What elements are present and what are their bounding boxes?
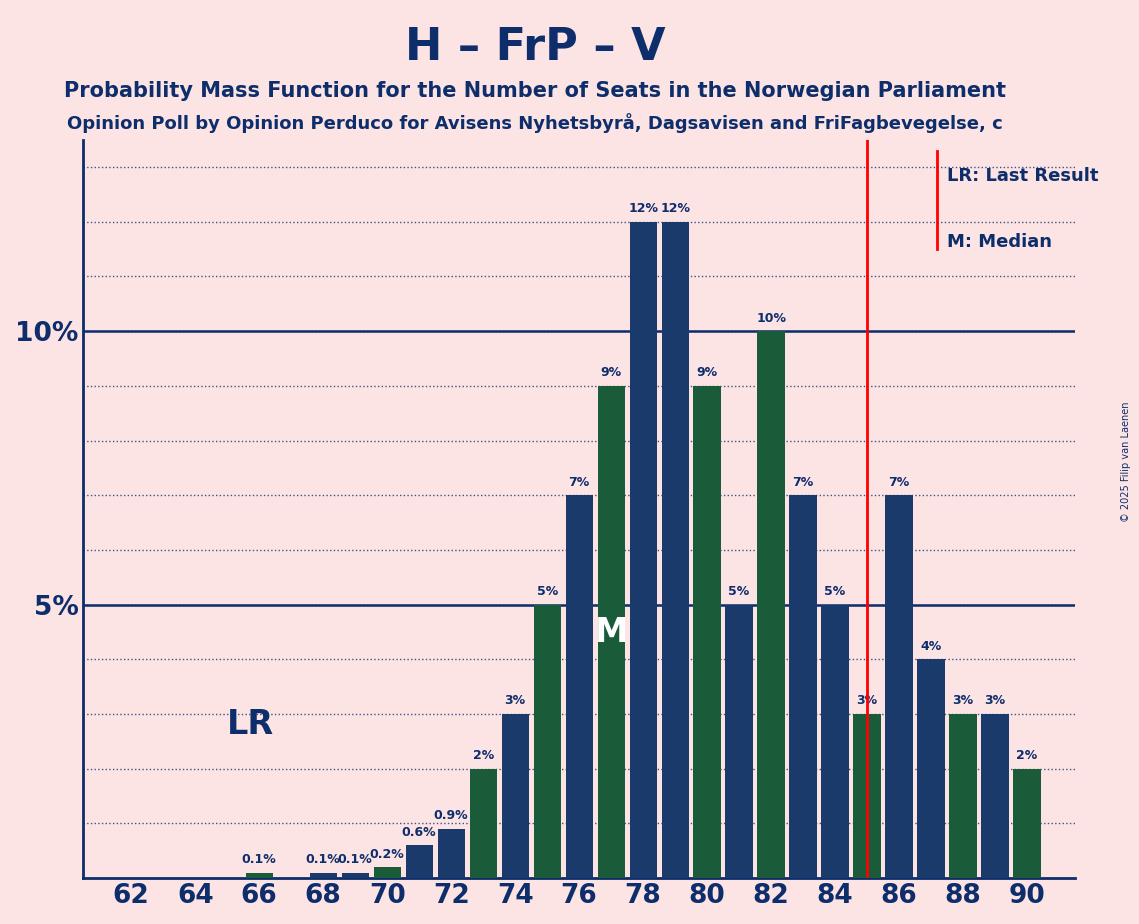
Text: 0.9%: 0.9% [434, 809, 468, 822]
Bar [501, 714, 528, 878]
Bar [405, 845, 433, 878]
Text: 12%: 12% [628, 202, 658, 215]
Text: © 2025 Filip van Laenen: © 2025 Filip van Laenen [1121, 402, 1131, 522]
Bar [246, 872, 273, 878]
Text: 9%: 9% [600, 366, 622, 380]
Bar [982, 714, 1009, 878]
Text: Probability Mass Function for the Number of Seats in the Norwegian Parliament: Probability Mass Function for the Number… [64, 81, 1007, 102]
Bar [853, 714, 880, 878]
Bar [342, 872, 369, 878]
Text: 5%: 5% [825, 585, 845, 598]
Text: 2%: 2% [1016, 749, 1038, 762]
Text: Opinion Poll by Opinion Perduco for Avisens Nyhetsbyrå, Dagsavisen and FriFagbev: Opinion Poll by Opinion Perduco for Avis… [67, 113, 1003, 133]
Text: 2%: 2% [473, 749, 494, 762]
Text: 7%: 7% [888, 476, 910, 489]
Bar [694, 386, 721, 878]
Text: LR: LR [227, 709, 274, 741]
Text: H – FrP – V: H – FrP – V [405, 26, 665, 69]
Bar [917, 660, 944, 878]
Text: 5%: 5% [536, 585, 558, 598]
Text: 5%: 5% [729, 585, 749, 598]
Bar [885, 495, 912, 878]
Bar [469, 769, 497, 878]
Text: M: Median: M: Median [947, 233, 1052, 250]
Text: 3%: 3% [857, 695, 878, 708]
Text: LR: Last Result: LR: Last Result [947, 167, 1098, 185]
Text: 3%: 3% [984, 695, 1006, 708]
Bar [630, 222, 657, 878]
Text: 0.6%: 0.6% [402, 826, 436, 839]
Text: 3%: 3% [505, 695, 526, 708]
Bar [757, 331, 785, 878]
Text: 10%: 10% [756, 311, 786, 324]
Bar [566, 495, 592, 878]
Text: 4%: 4% [920, 639, 942, 652]
Bar [310, 872, 337, 878]
Text: 12%: 12% [661, 202, 690, 215]
Bar [533, 604, 560, 878]
Text: 7%: 7% [793, 476, 813, 489]
Text: 9%: 9% [697, 366, 718, 380]
Bar [437, 829, 465, 878]
Text: 7%: 7% [568, 476, 590, 489]
Bar [1014, 769, 1041, 878]
Text: 0.1%: 0.1% [305, 853, 341, 866]
Text: 0.1%: 0.1% [241, 853, 277, 866]
Text: M: M [595, 615, 628, 649]
Bar [821, 604, 849, 878]
Bar [662, 222, 689, 878]
Bar [950, 714, 976, 878]
Bar [726, 604, 753, 878]
Text: 0.2%: 0.2% [370, 847, 404, 860]
Bar [789, 495, 817, 878]
Text: 3%: 3% [952, 695, 974, 708]
Text: 0.1%: 0.1% [338, 853, 372, 866]
Bar [374, 868, 401, 878]
Bar [598, 386, 624, 878]
